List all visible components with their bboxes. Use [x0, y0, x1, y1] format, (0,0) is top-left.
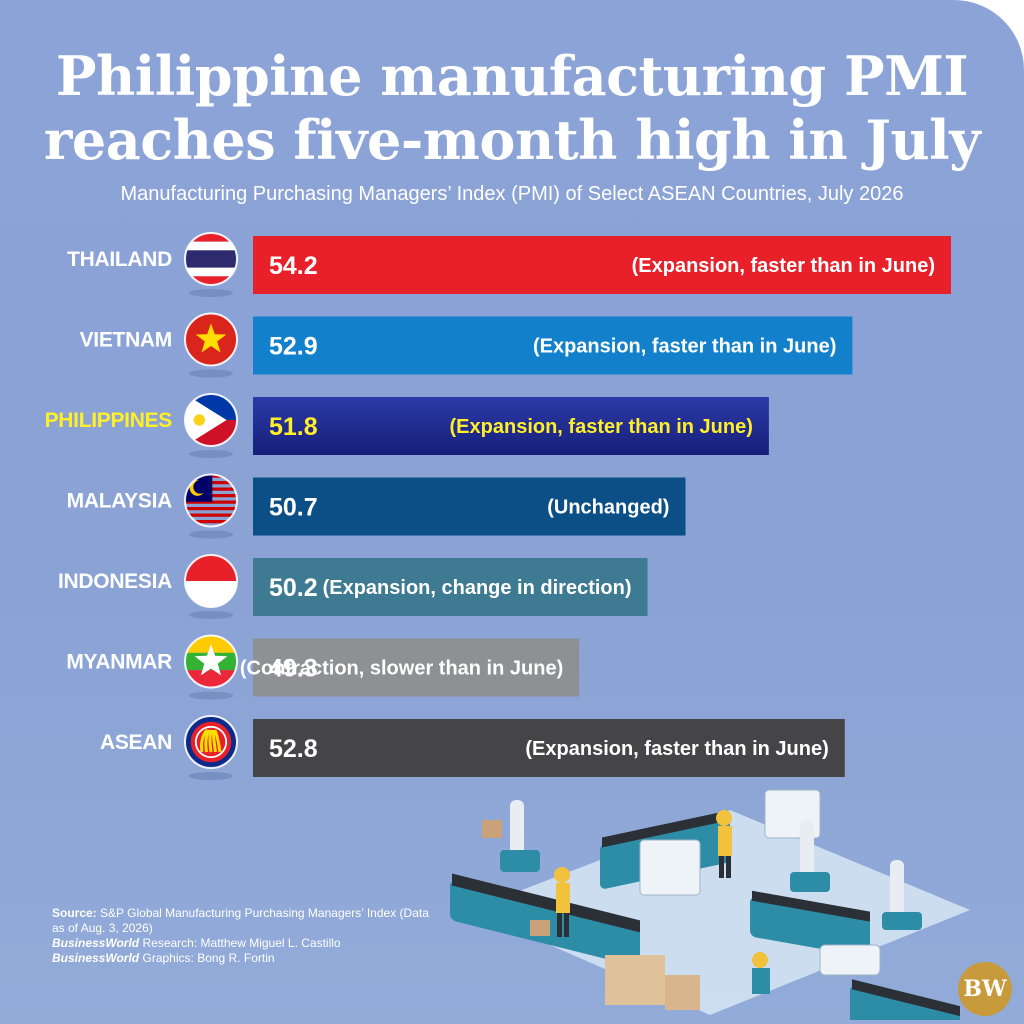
thailand-flag-icon — [184, 232, 238, 297]
value-label-myanmar: 49.3 — [269, 655, 318, 683]
country-label-malaysia: MALAYSIA — [67, 490, 172, 513]
graphics-brand: BusinessWorld — [52, 951, 140, 965]
bar-vietnam — [253, 316, 853, 375]
value-label-thailand: 54.2 — [269, 252, 318, 280]
philippines-flag-icon — [184, 393, 238, 458]
annotation-vietnam: (Expansion, faster than in June) — [533, 336, 836, 358]
graphics-label: Graphics: — [142, 951, 194, 965]
asean-emblem-icon — [184, 715, 238, 780]
bar-thailand — [253, 236, 951, 294]
research-label: Research: — [142, 936, 198, 950]
pmi-bar-chart: THAILAND 54.2 (Expansion, faster than in J… — [45, 232, 951, 780]
source-credits: Source: S&P Global Manufacturing Purchas… — [52, 906, 432, 966]
country-label-asean: ASEAN — [100, 731, 172, 754]
annotation-indonesia: (Expansion, change in direction) — [323, 577, 632, 599]
research-name: Matthew Miguel L. Castillo — [200, 936, 341, 950]
myanmar-flag-icon — [184, 634, 238, 700]
factory-assembly-line-illustration-icon — [450, 789, 970, 1020]
country-label-vietnam: VIETNAM — [80, 329, 172, 352]
source-label: Source: — [52, 906, 97, 920]
chart-subtitle: Manufacturing Purchasing Managers’ Index… — [120, 183, 904, 205]
country-label-myanmar: MYANMAR — [66, 651, 172, 674]
bar-myanmar — [253, 638, 580, 697]
bar-indonesia — [253, 558, 648, 616]
bar-asean — [253, 719, 845, 777]
annotation-malaysia: (Unchanged) — [547, 497, 669, 519]
graphics-credit: BusinessWorld Graphics: Bong R. Fortin — [52, 951, 432, 966]
value-label-malaysia: 50.7 — [269, 494, 318, 522]
bar-philippines — [253, 397, 769, 455]
source-text: S&P Global Manufacturing Purchasing Mana… — [52, 906, 429, 935]
businessworld-logo: BW — [958, 962, 1012, 1016]
annotation-philippines: (Expansion, faster than in June) — [450, 416, 753, 438]
country-label-philippines: PHILIPPINES — [45, 409, 173, 432]
bar-malaysia — [253, 477, 686, 536]
indonesia-flag-icon — [184, 554, 238, 619]
annotation-asean: (Expansion, faster than in June) — [525, 738, 828, 760]
annotation-myanmar: (Contraction, slower than in June) — [240, 658, 563, 680]
title-line-2: reaches five-month high in July — [43, 108, 981, 172]
value-label-asean: 52.8 — [269, 735, 318, 763]
value-label-vietnam: 52.9 — [269, 333, 318, 361]
vietnam-flag-icon — [184, 312, 238, 378]
research-credit: BusinessWorld Research: Matthew Miguel L… — [52, 936, 432, 951]
research-brand: BusinessWorld — [52, 936, 140, 950]
malaysia-flag-icon — [184, 473, 238, 539]
value-label-philippines: 51.8 — [269, 413, 318, 441]
country-label-indonesia: INDONESIA — [58, 570, 172, 593]
title-line-1: Philippine manufacturing PMI — [55, 44, 969, 108]
country-label-thailand: THAILAND — [67, 248, 172, 271]
value-label-indonesia: 50.2 — [269, 574, 318, 602]
source-line: Source: S&P Global Manufacturing Purchas… — [52, 906, 432, 936]
graphics-name: Bong R. Fortin — [197, 951, 275, 965]
annotation-thailand: (Expansion, faster than in June) — [632, 255, 935, 277]
